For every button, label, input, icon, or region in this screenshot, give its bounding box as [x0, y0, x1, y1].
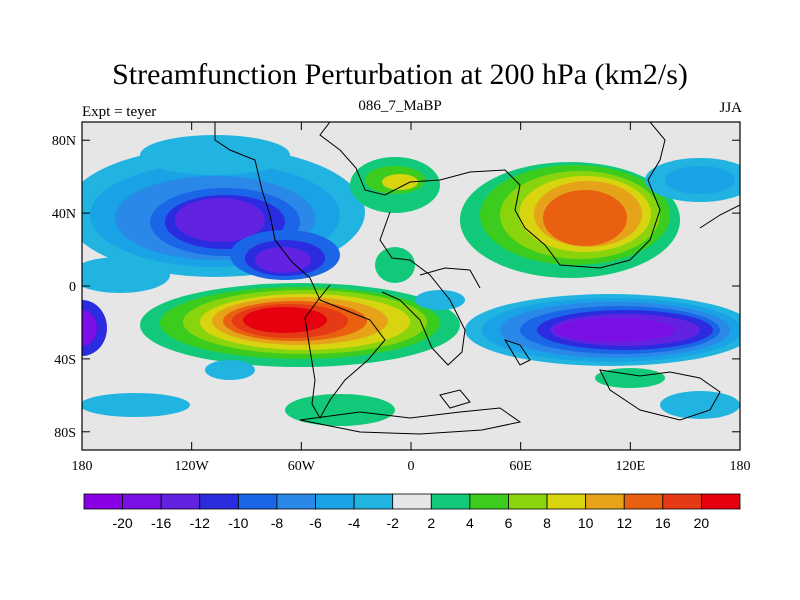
- colorbar-label: 16: [655, 515, 671, 531]
- colorbar: -20 -16 -12 -10 -8 -6 -4 -2 2 4 6 8 10 12 16 20: [83, 493, 741, 531]
- colorbar-label: -4: [348, 515, 361, 531]
- colorbar-swatch: [623, 493, 664, 510]
- lon-tick-label: 120E: [616, 459, 646, 474]
- lon-tick-label: 60E: [509, 459, 532, 474]
- colorbar-swatch: [353, 493, 394, 510]
- colorbar-swatch: [392, 493, 432, 510]
- lat-tick-label: 80S: [54, 426, 76, 441]
- latitude-axis: 80N 40N 0 40S 80S: [52, 134, 740, 441]
- positive-anomaly-south-america: [140, 283, 460, 367]
- colorbar-label: 8: [543, 515, 551, 531]
- colorbar-label: -16: [151, 515, 171, 531]
- lat-tick-label: 0: [69, 280, 76, 295]
- colorbar-swatch: [585, 493, 625, 510]
- run-label: 086_7_MaBP: [358, 98, 442, 114]
- colorbar-swatch: [83, 493, 123, 510]
- lat-tick-label: 40N: [52, 207, 76, 222]
- lon-tick-label: 180: [72, 459, 93, 474]
- colorbar-swatch: [469, 493, 509, 510]
- colorbar-label: 10: [578, 515, 594, 531]
- chart-title: Streamfunction Perturbation at 200 hPa (…: [112, 58, 688, 91]
- colorbar-swatch: [701, 493, 741, 510]
- colorbar-label: -12: [190, 515, 210, 531]
- lon-tick-label: 180: [730, 459, 751, 474]
- lat-tick-label: 40S: [54, 353, 76, 368]
- colorbar-swatch: [430, 493, 471, 510]
- coastlines: [214, 122, 740, 435]
- colorbar-label: -20: [112, 515, 132, 531]
- colorbar-swatch: [546, 493, 587, 510]
- colorbar-label: -8: [271, 515, 284, 531]
- colorbar-label: -10: [228, 515, 248, 531]
- lon-tick-label: 120W: [175, 459, 210, 474]
- colorbar-swatch: [315, 493, 355, 510]
- colorbar-swatch: [122, 493, 162, 510]
- colorbar-label: 2: [427, 515, 435, 531]
- colorbar-label: 4: [466, 515, 474, 531]
- colorbar-label: -2: [386, 515, 399, 531]
- lon-tick-label: 0: [408, 459, 415, 474]
- longitude-axis: 180 120W 60W 0 60E 120E 180: [72, 122, 751, 474]
- experiment-label: Expt = teyer: [82, 104, 157, 120]
- contour-fields: [82, 135, 740, 426]
- colorbar-swatch: [508, 493, 548, 510]
- colorbar-swatch: [160, 493, 201, 510]
- colorbar-label: 6: [505, 515, 513, 531]
- negative-anomaly-north-pacific: [82, 147, 365, 280]
- colorbar-swatch: [237, 493, 278, 510]
- colorbar-swatch: [662, 493, 702, 510]
- negative-anomaly-south-indian: [465, 294, 740, 366]
- positive-anomaly-asia: [460, 162, 680, 278]
- season-label: JJA: [719, 100, 742, 116]
- colorbar-swatch: [276, 493, 316, 510]
- colorbar-label: -6: [309, 515, 322, 531]
- colorbar-label: 20: [694, 515, 710, 531]
- colorbar-swatch: [199, 493, 239, 510]
- lon-tick-label: 60W: [288, 459, 316, 474]
- lat-tick-label: 80N: [52, 134, 76, 149]
- colorbar-label: 12: [616, 515, 632, 531]
